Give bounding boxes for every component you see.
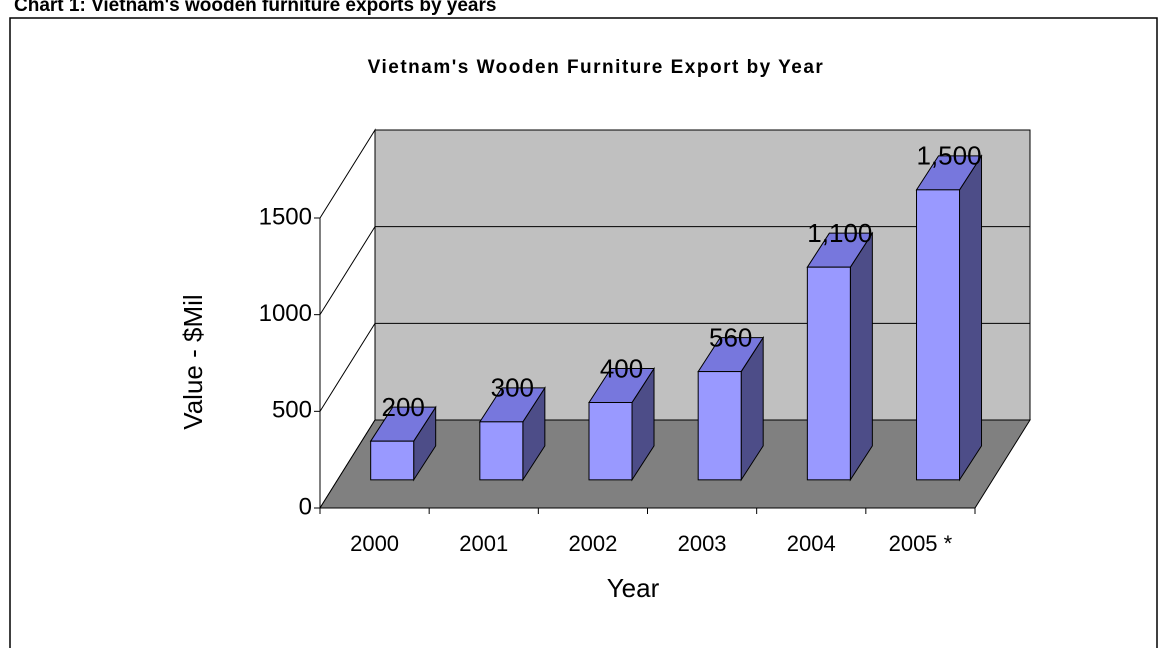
bar [588, 402, 633, 481]
data-label: 1,500 [916, 141, 981, 171]
y-tick-label: 1000 [259, 300, 312, 327]
y-tick-label: 1500 [259, 203, 312, 230]
bar [370, 440, 415, 481]
bar-side [849, 231, 873, 482]
x-tick-label: 2004 [787, 531, 836, 556]
x-tick-label: 2000 [350, 531, 399, 556]
data-label: 200 [381, 392, 424, 422]
data-label: 1,100 [807, 218, 872, 248]
y-tick-label: 500 [272, 397, 312, 424]
plot: 0 500 1000 1500 2000 200 2001 300 2002 400 2003 560… [259, 128, 1031, 556]
bar [916, 189, 961, 481]
bar [479, 421, 524, 481]
y-axis-title: Value - $Mil [178, 294, 208, 429]
x-tick-label: 2003 [678, 531, 727, 556]
bar [806, 266, 851, 481]
data-label: 400 [600, 353, 643, 383]
x-axis-title: Year [607, 573, 660, 603]
data-label: 560 [709, 322, 752, 352]
x-tick-label: 2005 * [889, 531, 953, 556]
y-tick-label: 0 [299, 493, 312, 520]
bar [697, 371, 742, 481]
x-tick-label: 2002 [568, 531, 617, 556]
grid-line [319, 226, 1030, 315]
heading: Chart 1: Vietnam's wooden furniture expo… [14, 0, 496, 16]
chart-title: Vietnam's Wooden Furniture Export by Yea… [368, 57, 825, 78]
data-label: 300 [491, 373, 534, 403]
bar-side [959, 154, 983, 482]
x-tick-label: 2001 [459, 531, 508, 556]
